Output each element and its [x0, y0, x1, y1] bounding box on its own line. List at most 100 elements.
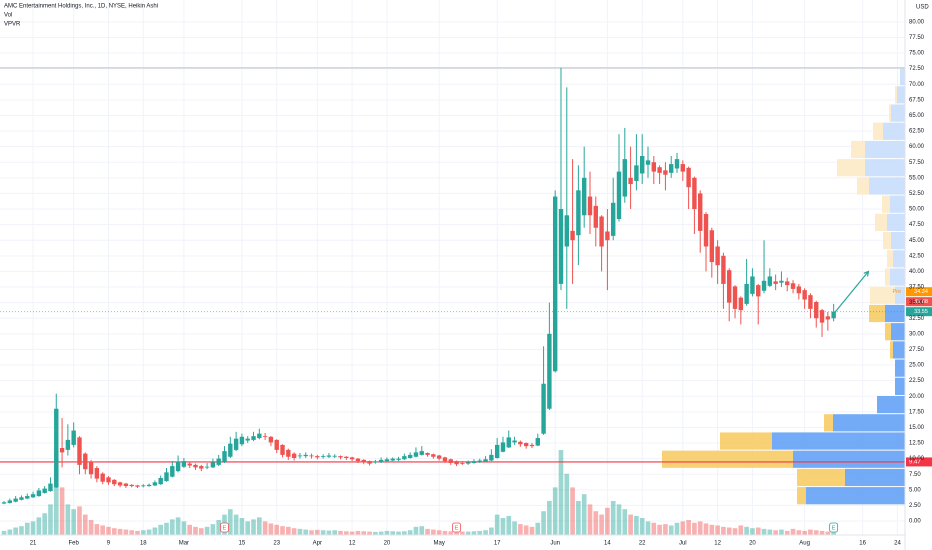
volume-bar	[477, 530, 483, 535]
volume-bar	[738, 525, 744, 535]
volume-bar	[140, 530, 146, 535]
volume-bar	[13, 527, 18, 535]
candle-body	[239, 436, 245, 445]
volume-bar	[24, 522, 30, 535]
x-tick-label: 12	[349, 541, 356, 547]
candle-body	[170, 466, 175, 477]
candle-body	[94, 467, 100, 479]
event-marker	[829, 522, 839, 533]
y-tick-label: 67.50	[909, 97, 925, 103]
candle-body	[216, 458, 221, 465]
volume-bar	[674, 522, 680, 535]
candle-body	[48, 483, 53, 492]
candle-body	[59, 448, 65, 453]
price-label-box	[906, 287, 932, 297]
volume-bar	[65, 504, 71, 535]
candle-body	[552, 196, 558, 372]
y-tick-label: 65.00	[909, 113, 925, 119]
x-tick-label: Jul	[679, 541, 687, 547]
y-tick-label: 77.50	[909, 35, 925, 41]
vpvr-up	[865, 140, 905, 159]
vpvr	[662, 68, 905, 505]
event-label: E	[455, 525, 459, 531]
x-tick-label: 20	[749, 541, 756, 547]
indicator-label: Vol	[4, 13, 12, 19]
candle-body	[599, 216, 604, 247]
x-tick-label: 22	[639, 541, 646, 547]
volume-bar	[819, 530, 825, 535]
y-tick-label: 20.00	[909, 394, 925, 400]
y-tick-label: 7.50	[909, 472, 921, 478]
volume-bar	[483, 530, 488, 535]
volume-bar	[831, 532, 836, 535]
y-tick-label: 40.00	[909, 269, 925, 275]
x-tick-label: 17	[494, 541, 501, 547]
y-tick-label: 5.00	[909, 487, 921, 493]
candle-body	[361, 459, 366, 463]
vpvr-up	[897, 86, 905, 104]
volume-bar	[755, 527, 761, 535]
candle-body	[1, 502, 7, 504]
volume-bar	[158, 524, 164, 535]
candle-body	[634, 165, 639, 181]
candle-body	[692, 177, 697, 210]
x-tick-label: 16	[859, 541, 866, 547]
candle-body	[344, 456, 349, 459]
volume-bar	[77, 506, 82, 535]
volume-bar	[320, 530, 326, 535]
candle-body	[384, 459, 390, 462]
y-tick-label: 70.00	[909, 82, 925, 88]
price-label: 34.34	[914, 289, 928, 295]
candle-body	[390, 458, 395, 461]
volume-bar	[349, 531, 355, 535]
vpvr-down	[887, 250, 893, 268]
vpvr-up	[885, 304, 905, 323]
volume-bar	[506, 515, 512, 535]
candle-body	[454, 461, 459, 465]
vpvr-up	[890, 268, 905, 286]
price-label: 9.47	[909, 460, 921, 466]
volume-bar	[187, 524, 193, 535]
event-label: E	[832, 525, 836, 531]
y-tick-label: 42.50	[909, 253, 925, 259]
volume-bar	[303, 529, 309, 535]
candle-body	[541, 383, 546, 434]
candle-body	[193, 464, 198, 468]
volume-bar	[210, 524, 216, 535]
candle-body	[825, 316, 831, 320]
candle-body	[135, 485, 140, 487]
volume	[1, 450, 836, 535]
x-tick-label: 9	[107, 541, 111, 547]
volume-bar	[703, 523, 709, 535]
candle-body	[785, 281, 790, 286]
volume-bar	[808, 529, 813, 535]
y-tick-label: 57.50	[909, 160, 925, 166]
candle-body	[506, 437, 511, 448]
candle-body	[709, 230, 715, 263]
candle-body	[326, 455, 332, 457]
candle-body	[512, 440, 517, 443]
candle-body	[535, 438, 540, 446]
candle-body	[558, 209, 564, 284]
x-tick-label: Aug	[799, 541, 810, 547]
volume-bar	[622, 509, 628, 535]
volume-bar	[523, 525, 529, 535]
y-tick-label: 62.50	[909, 129, 925, 135]
candle-body	[431, 454, 436, 457]
candle-body	[715, 246, 720, 266]
y-tick-label: 2.50	[909, 503, 921, 509]
volume-bar	[239, 518, 245, 535]
volume-bar	[309, 530, 314, 535]
candle-body	[674, 159, 680, 169]
candle-body	[210, 462, 216, 468]
volume-bar	[773, 530, 778, 535]
volume-bar	[175, 517, 181, 535]
candle-body	[100, 473, 105, 482]
volume-bar	[610, 501, 616, 535]
volume-bar	[402, 531, 407, 535]
candle-body	[7, 500, 13, 503]
price-label: 33.55	[914, 309, 928, 315]
price-label-box	[906, 457, 932, 467]
volume-bar	[512, 521, 517, 535]
